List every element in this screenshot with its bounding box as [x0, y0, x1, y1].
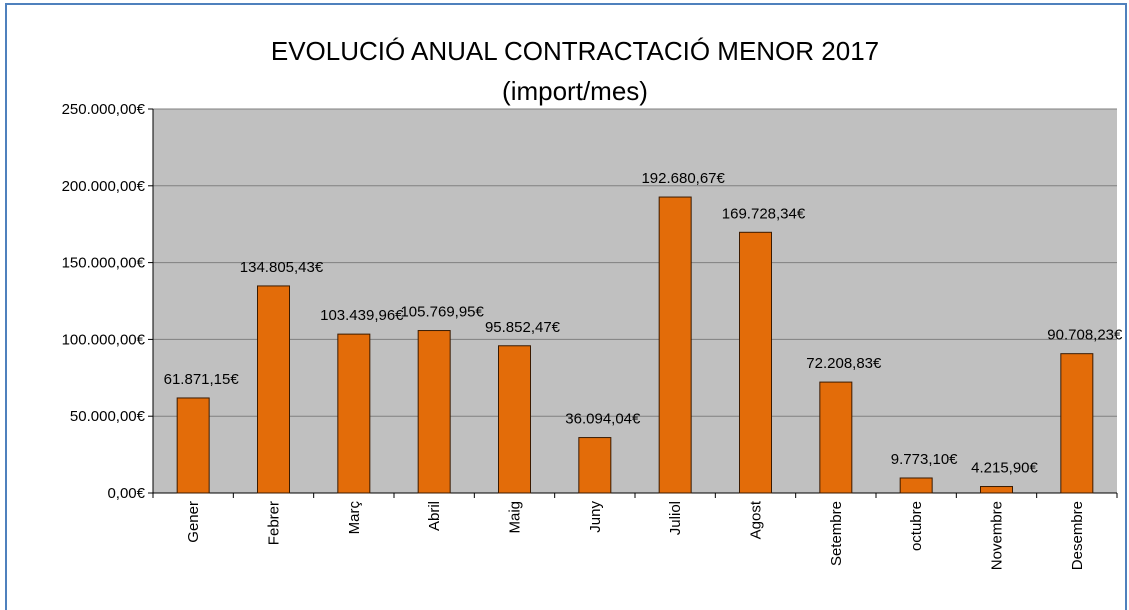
y-tick-label: 150.000,00€ — [62, 255, 146, 272]
y-tick-label: 250.000,00€ — [62, 101, 146, 118]
bar — [176, 397, 210, 494]
x-tick-label: Gener — [185, 501, 202, 543]
data-label: 105.769,95€ — [400, 304, 484, 321]
bar — [658, 196, 692, 494]
y-tick-label: 200.000,00€ — [62, 178, 146, 195]
bar — [1060, 353, 1094, 494]
plot-area — [153, 109, 1117, 493]
y-tick-label: 100.000,00€ — [62, 331, 146, 348]
chart-subtitle: (import/mes) — [502, 76, 648, 106]
y-tick-label: 50.000,00€ — [70, 408, 146, 425]
chart-title: EVOLUCIÓ ANUAL CONTRACTACIÓ MENOR 2017 — [271, 36, 879, 66]
data-label: 9.773,10€ — [891, 451, 958, 468]
bar — [337, 333, 371, 494]
data-label: 192.680,67€ — [641, 170, 725, 187]
x-tick-label: Maig — [507, 501, 524, 534]
y-tick-label: 0,00€ — [107, 485, 145, 502]
x-tick-label: Novembre — [989, 501, 1006, 570]
data-label: 36.094,04€ — [565, 411, 641, 428]
data-label: 4.215,90€ — [971, 460, 1038, 477]
data-label: 95.852,47€ — [485, 319, 561, 336]
data-label: 103.439,96€ — [320, 307, 404, 324]
x-tick-label: Març — [346, 501, 363, 535]
bar — [819, 381, 853, 494]
bar — [498, 345, 531, 494]
data-label: 90.708,23€ — [1047, 327, 1123, 344]
bar — [417, 330, 451, 494]
x-tick-label: Desembre — [1069, 501, 1086, 570]
data-label: 134.805,43€ — [240, 259, 324, 276]
x-tick-label: Juliol — [667, 501, 684, 535]
bar — [739, 231, 772, 494]
bar — [899, 477, 933, 494]
x-tick-label: octubre — [908, 501, 925, 551]
x-tick-label: Abril — [426, 501, 443, 531]
bar — [578, 437, 612, 494]
x-tick-label: Setembre — [828, 501, 845, 566]
x-tick-label: Febrer — [266, 501, 283, 545]
data-label: 72.208,83€ — [806, 355, 882, 372]
bar — [980, 486, 1013, 494]
bar — [257, 285, 290, 494]
x-tick-label: Juny — [587, 501, 604, 533]
data-label: 61.871,15€ — [164, 371, 240, 388]
x-tick-label: Agost — [748, 500, 765, 539]
data-label: 169.728,34€ — [722, 205, 806, 222]
